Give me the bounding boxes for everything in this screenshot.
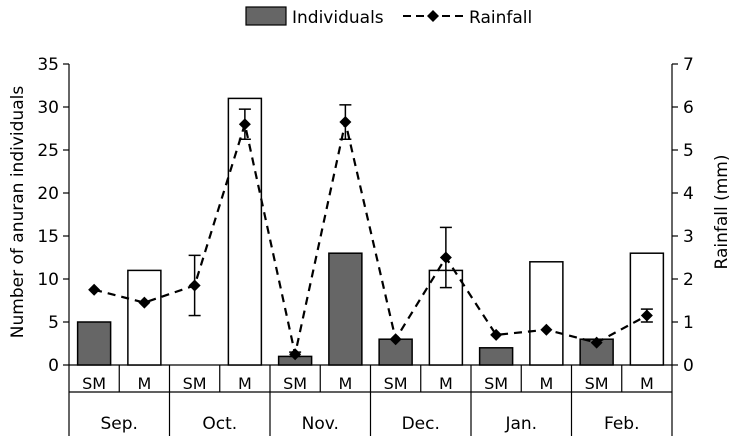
y-left-tick-label: 30 xyxy=(37,98,59,118)
bar xyxy=(328,252,363,366)
y-left-tick-label: 25 xyxy=(37,141,59,161)
y-right-tick-label: 1 xyxy=(683,313,694,333)
rainfall-point xyxy=(339,116,352,129)
x-tick-label: SM xyxy=(82,374,106,393)
legend-marker-rainfall xyxy=(427,10,439,22)
x-tick-label: SM xyxy=(283,374,307,393)
rainfall-point xyxy=(389,333,402,346)
bar xyxy=(127,269,162,366)
legend-label-rainfall: Rainfall xyxy=(469,8,532,28)
y-right-tick-label: 3 xyxy=(683,227,694,247)
rainfall-line xyxy=(93,119,648,355)
y-left-tick-label: 20 xyxy=(37,184,59,204)
month-label: Oct. xyxy=(202,414,237,434)
month-label: Jan. xyxy=(504,414,537,434)
rainfall-point xyxy=(490,328,503,341)
x-tick-label: M xyxy=(640,374,654,393)
y-right-tick-label: 2 xyxy=(683,270,694,290)
y-right-tick-label: 5 xyxy=(683,141,694,161)
rainfall-point xyxy=(238,118,251,131)
rainfall-point xyxy=(289,348,302,361)
x-tick-label: M xyxy=(539,374,553,393)
rainfall-point xyxy=(138,296,151,309)
month-label: Dec. xyxy=(402,414,440,434)
rainfall-point xyxy=(188,279,201,292)
rainfall-point xyxy=(540,323,553,336)
bar xyxy=(529,261,564,366)
y-left-tick-label: 15 xyxy=(37,227,59,247)
x-tick-label: M xyxy=(338,374,352,393)
rainfall-point xyxy=(590,336,603,349)
x-tick-label: M xyxy=(439,374,453,393)
y-left-tick-label: 0 xyxy=(48,356,59,376)
month-label: Feb. xyxy=(604,414,640,434)
month-label: Nov. xyxy=(302,414,339,434)
month-label: Sep. xyxy=(101,414,138,434)
bar xyxy=(227,97,263,366)
x-tick-label: SM xyxy=(585,374,609,393)
x-tick-label: SM xyxy=(484,374,508,393)
x-tick-label: M xyxy=(238,374,252,393)
y-left-tick-label: 10 xyxy=(37,270,59,290)
y-left-tick-label: 35 xyxy=(37,55,59,75)
y-right-tick-label: 6 xyxy=(683,98,694,118)
y-axis-left-label: Number of anuran individuals xyxy=(8,86,28,339)
y-axis-right-label: Rainfall (mm) xyxy=(712,155,732,270)
rainfall-point xyxy=(88,283,101,296)
x-tick-label: SM xyxy=(183,374,207,393)
legend: Individuals Rainfall xyxy=(245,6,532,28)
y-right-tick-label: 0 xyxy=(683,356,694,376)
y-right-tick-label: 7 xyxy=(683,55,694,75)
y-left-tick-label: 5 xyxy=(48,313,59,333)
bar xyxy=(76,321,112,366)
rainfall-point xyxy=(640,309,653,322)
y-right-tick-label: 4 xyxy=(683,184,694,204)
legend-swatch-individuals xyxy=(245,6,287,26)
x-tick-label: M xyxy=(137,374,151,393)
legend-label-individuals: Individuals xyxy=(292,8,384,28)
x-tick-label: SM xyxy=(384,374,408,393)
rainfall-point xyxy=(439,251,452,264)
plot-area: 0 5 10 15 20 25 30 35 0 1 2 3 4 5 6 7 SM M SM M SM M SM M SM M SM M… xyxy=(37,55,694,436)
bar xyxy=(478,347,514,366)
